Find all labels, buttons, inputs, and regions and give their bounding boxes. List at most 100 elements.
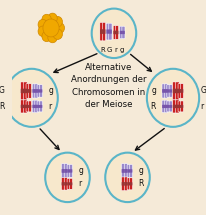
FancyBboxPatch shape — [169, 105, 171, 108]
FancyBboxPatch shape — [37, 85, 40, 97]
FancyBboxPatch shape — [64, 169, 67, 173]
FancyBboxPatch shape — [115, 31, 118, 34]
FancyBboxPatch shape — [129, 169, 132, 173]
Circle shape — [48, 32, 57, 43]
Text: r: r — [48, 102, 52, 111]
FancyBboxPatch shape — [28, 84, 31, 98]
FancyBboxPatch shape — [35, 84, 38, 98]
FancyBboxPatch shape — [124, 182, 127, 186]
FancyBboxPatch shape — [32, 89, 35, 93]
Circle shape — [53, 29, 62, 39]
FancyBboxPatch shape — [126, 164, 130, 177]
FancyBboxPatch shape — [23, 82, 27, 100]
FancyBboxPatch shape — [23, 100, 27, 113]
FancyBboxPatch shape — [179, 84, 183, 98]
FancyBboxPatch shape — [26, 89, 29, 93]
FancyBboxPatch shape — [179, 101, 183, 112]
FancyBboxPatch shape — [121, 182, 124, 186]
FancyBboxPatch shape — [164, 84, 167, 98]
FancyBboxPatch shape — [164, 89, 167, 93]
FancyBboxPatch shape — [28, 105, 31, 108]
FancyBboxPatch shape — [115, 26, 118, 39]
Circle shape — [53, 17, 62, 27]
FancyBboxPatch shape — [20, 82, 24, 100]
FancyBboxPatch shape — [172, 100, 175, 113]
FancyBboxPatch shape — [124, 164, 127, 178]
FancyBboxPatch shape — [180, 105, 182, 108]
FancyBboxPatch shape — [39, 105, 42, 108]
FancyBboxPatch shape — [67, 169, 70, 173]
FancyBboxPatch shape — [61, 182, 64, 186]
FancyBboxPatch shape — [28, 89, 31, 93]
Circle shape — [42, 14, 51, 25]
FancyBboxPatch shape — [69, 178, 72, 189]
FancyBboxPatch shape — [161, 105, 164, 108]
FancyBboxPatch shape — [35, 89, 38, 93]
Text: G: G — [0, 86, 5, 95]
Text: G: G — [106, 47, 111, 53]
FancyBboxPatch shape — [175, 105, 178, 108]
FancyBboxPatch shape — [102, 22, 105, 41]
FancyBboxPatch shape — [106, 29, 109, 34]
FancyBboxPatch shape — [127, 182, 129, 185]
FancyBboxPatch shape — [121, 177, 124, 191]
FancyBboxPatch shape — [61, 169, 64, 173]
Circle shape — [45, 153, 89, 202]
FancyBboxPatch shape — [26, 105, 29, 108]
FancyBboxPatch shape — [69, 169, 72, 173]
Circle shape — [48, 13, 57, 24]
Text: G: G — [199, 86, 205, 95]
FancyBboxPatch shape — [124, 169, 127, 173]
FancyBboxPatch shape — [64, 164, 67, 178]
Text: g: g — [119, 47, 124, 53]
Text: g: g — [138, 166, 143, 175]
FancyBboxPatch shape — [67, 164, 70, 177]
FancyBboxPatch shape — [39, 89, 42, 93]
FancyBboxPatch shape — [175, 82, 178, 100]
FancyBboxPatch shape — [129, 182, 132, 185]
FancyBboxPatch shape — [121, 26, 124, 39]
FancyBboxPatch shape — [113, 26, 116, 39]
Text: R: R — [138, 179, 143, 188]
FancyBboxPatch shape — [32, 100, 35, 113]
FancyBboxPatch shape — [169, 89, 171, 93]
FancyBboxPatch shape — [166, 101, 169, 112]
Circle shape — [91, 9, 136, 58]
FancyBboxPatch shape — [24, 105, 27, 108]
FancyBboxPatch shape — [69, 164, 72, 177]
FancyBboxPatch shape — [37, 89, 40, 93]
Circle shape — [38, 26, 47, 37]
FancyBboxPatch shape — [24, 89, 27, 93]
Circle shape — [55, 23, 64, 33]
FancyBboxPatch shape — [172, 105, 175, 108]
Text: r: r — [114, 47, 117, 53]
FancyBboxPatch shape — [177, 89, 180, 93]
FancyBboxPatch shape — [129, 164, 132, 177]
Text: g: g — [48, 86, 53, 95]
Circle shape — [6, 69, 57, 127]
FancyBboxPatch shape — [39, 101, 42, 112]
FancyBboxPatch shape — [175, 100, 178, 113]
FancyBboxPatch shape — [37, 105, 40, 108]
FancyBboxPatch shape — [108, 29, 111, 34]
FancyBboxPatch shape — [175, 89, 178, 93]
FancyBboxPatch shape — [67, 182, 70, 185]
FancyBboxPatch shape — [35, 100, 38, 113]
FancyBboxPatch shape — [161, 84, 164, 98]
FancyBboxPatch shape — [172, 82, 175, 100]
FancyBboxPatch shape — [127, 169, 129, 173]
FancyBboxPatch shape — [122, 31, 124, 34]
FancyBboxPatch shape — [177, 84, 180, 98]
Text: Alternative
Anordnungen der
Chromosomen in
der Meiose: Alternative Anordnungen der Chromosomen … — [71, 63, 146, 109]
FancyBboxPatch shape — [168, 101, 171, 112]
FancyBboxPatch shape — [121, 164, 124, 178]
Circle shape — [42, 31, 51, 42]
Circle shape — [146, 69, 198, 127]
FancyBboxPatch shape — [164, 100, 167, 113]
FancyBboxPatch shape — [21, 105, 24, 108]
FancyBboxPatch shape — [67, 178, 70, 189]
FancyBboxPatch shape — [106, 23, 109, 40]
FancyBboxPatch shape — [177, 101, 180, 112]
FancyBboxPatch shape — [61, 164, 65, 178]
FancyBboxPatch shape — [28, 101, 31, 112]
